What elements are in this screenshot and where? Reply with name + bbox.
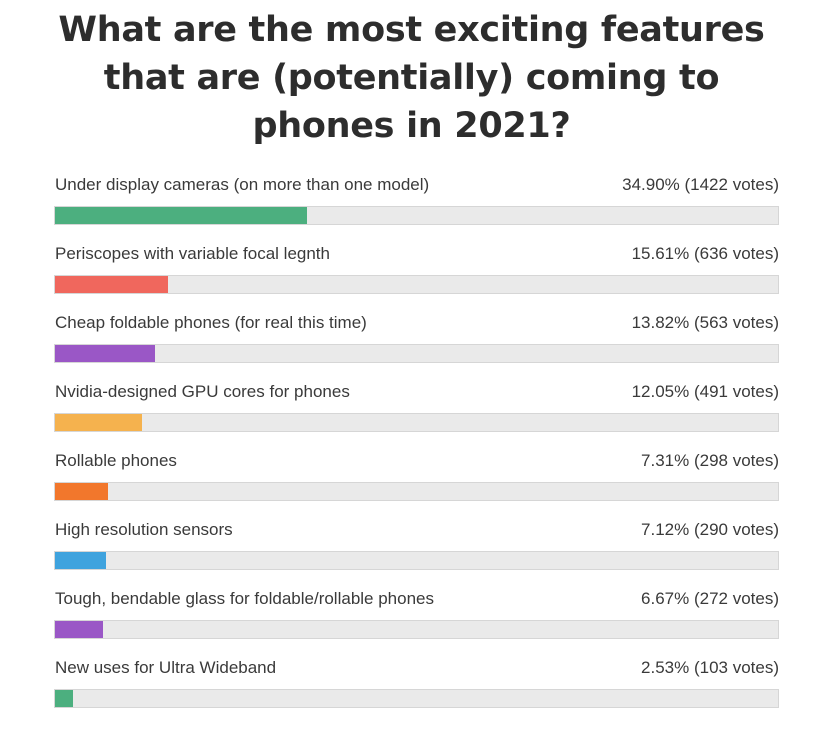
poll-option: New uses for Ultra Wideband 2.53% (103 vo… (54, 653, 779, 722)
bar-track (54, 482, 779, 501)
option-label: Rollable phones (55, 451, 177, 470)
bar-fill (55, 621, 104, 638)
poll-results: Under display cameras (on more than one … (54, 170, 779, 722)
poll-option: Tough, bendable glass for foldable/rolla… (54, 584, 779, 653)
bar-track (54, 689, 779, 708)
bar-fill (55, 552, 107, 569)
poll-option: Cheap foldable phones (for real this tim… (54, 308, 779, 377)
bar-fill (55, 690, 74, 707)
bar-track (54, 620, 779, 639)
bar-fill (55, 483, 108, 500)
bar-fill (55, 207, 308, 224)
option-label: New uses for Ultra Wideband (55, 658, 277, 677)
bar-fill (55, 345, 155, 362)
poll-option: Nvidia-designed GPU cores for phones 12.0… (54, 377, 779, 446)
option-label: Periscopes with variable focal legnth (55, 244, 330, 263)
option-result: 7.12% (290 votes) (641, 520, 779, 539)
poll-title: What are the most exciting features that… (58, 10, 765, 146)
bar-track (54, 206, 779, 225)
poll-option: Rollable phones 7.31% (298 votes) (54, 446, 779, 515)
bar-fill (55, 276, 168, 293)
option-result: 15.61% (636 votes) (631, 244, 779, 263)
option-label: Tough, bendable glass for foldable/rolla… (55, 589, 434, 608)
poll-option: Under display cameras (on more than one … (54, 170, 779, 239)
poll-option: High resolution sensors 7.12% (290 votes) (54, 515, 779, 584)
option-label: Cheap foldable phones (for real this tim… (55, 313, 367, 332)
option-result: 12.05% (491 votes) (631, 382, 779, 401)
bar-track (54, 344, 779, 363)
poll-option: Periscopes with variable focal legnth 15.… (54, 239, 779, 308)
option-label: Nvidia-designed GPU cores for phones (55, 382, 350, 401)
option-result: 13.82% (563 votes) (631, 313, 779, 332)
option-result: 34.90% (1422 votes) (622, 175, 779, 194)
bar-track (54, 413, 779, 432)
bar-fill (55, 414, 143, 431)
option-label: High resolution sensors (55, 520, 233, 539)
option-label: Under display cameras (on more than one … (55, 175, 430, 194)
option-result: 7.31% (298 votes) (641, 451, 779, 470)
option-result: 6.67% (272 votes) (641, 589, 779, 608)
bar-track (54, 551, 779, 570)
bar-track (54, 275, 779, 294)
option-result: 2.53% (103 votes) (641, 658, 779, 677)
